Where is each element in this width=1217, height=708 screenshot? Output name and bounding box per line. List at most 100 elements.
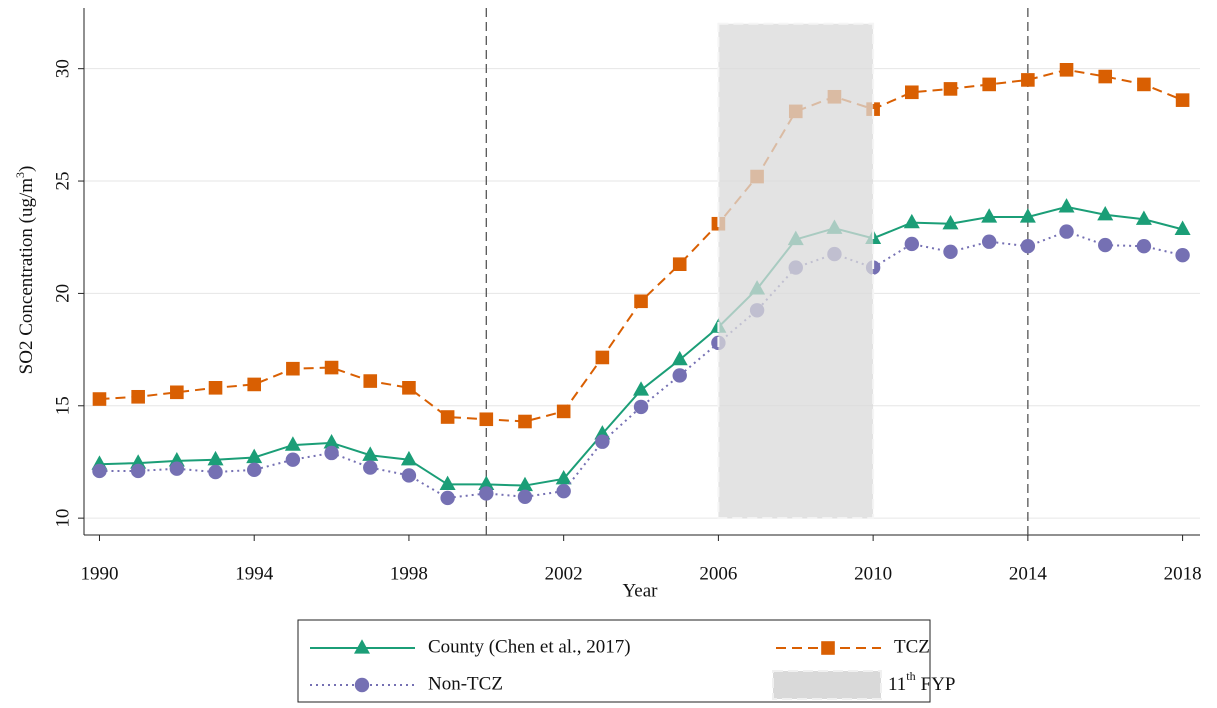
marker bbox=[363, 374, 378, 388]
marker bbox=[439, 475, 456, 491]
x-tick-label: 2002 bbox=[545, 563, 583, 584]
x-tick-label: 1994 bbox=[235, 563, 274, 584]
x-tick-label: 2014 bbox=[1009, 563, 1048, 584]
marker bbox=[1058, 198, 1075, 213]
marker bbox=[904, 236, 920, 252]
y-tick-label: 25 bbox=[52, 172, 73, 191]
marker bbox=[401, 468, 417, 483]
y-axis-label-sup: 3 bbox=[13, 172, 27, 178]
legend-label-number: 11 bbox=[888, 674, 906, 695]
marker bbox=[1021, 73, 1035, 87]
marker bbox=[517, 489, 533, 504]
y-tick-label: 10 bbox=[52, 509, 73, 528]
marker bbox=[208, 464, 223, 480]
marker bbox=[92, 463, 107, 479]
marker bbox=[981, 208, 998, 223]
legend-label: Non-TCZ bbox=[428, 673, 503, 694]
x-tick-label: 2006 bbox=[699, 563, 737, 584]
marker bbox=[633, 381, 650, 396]
x-tick-label: 2018 bbox=[1164, 563, 1202, 584]
marker bbox=[286, 361, 300, 376]
legend-label: County (Chen et al., 2017) bbox=[428, 636, 631, 657]
marker bbox=[440, 410, 455, 424]
series-line bbox=[99, 230, 1183, 499]
y-tick-label: 20 bbox=[52, 284, 73, 303]
marker bbox=[131, 389, 145, 404]
x-tick-label: 2010 bbox=[854, 563, 892, 584]
marker bbox=[207, 450, 224, 466]
marker bbox=[1059, 63, 1074, 77]
marker bbox=[479, 486, 494, 501]
legend-label: TCZ bbox=[894, 636, 930, 657]
marker bbox=[169, 461, 185, 476]
x-axis-label: Year bbox=[622, 580, 658, 601]
marker bbox=[672, 257, 687, 271]
marker bbox=[556, 404, 571, 419]
marker bbox=[479, 412, 494, 427]
series-line bbox=[99, 205, 1183, 487]
marker bbox=[92, 392, 107, 406]
marker bbox=[634, 294, 648, 309]
marker bbox=[1137, 77, 1151, 92]
marker bbox=[633, 399, 649, 415]
marker bbox=[1135, 210, 1152, 225]
marker bbox=[556, 483, 571, 499]
y-tick-label: 15 bbox=[52, 396, 73, 415]
marker bbox=[324, 360, 339, 375]
marker bbox=[905, 85, 919, 100]
marker bbox=[518, 414, 532, 429]
marker bbox=[400, 450, 417, 466]
x-tick-label: 1998 bbox=[390, 563, 428, 584]
marker bbox=[1098, 237, 1113, 253]
marker bbox=[1059, 224, 1074, 239]
marker bbox=[363, 460, 378, 475]
marker bbox=[821, 641, 835, 655]
marker bbox=[285, 452, 301, 467]
marker bbox=[440, 490, 455, 506]
marker bbox=[1175, 93, 1190, 107]
marker bbox=[982, 77, 996, 92]
marker bbox=[247, 377, 262, 392]
marker bbox=[1019, 208, 1036, 223]
x-tick-label: 1990 bbox=[80, 563, 118, 584]
marker bbox=[362, 446, 379, 461]
y-tick-label: 30 bbox=[52, 59, 73, 78]
marker bbox=[402, 380, 416, 395]
shaded-region bbox=[717, 22, 875, 520]
marker bbox=[942, 214, 959, 230]
marker bbox=[354, 639, 370, 654]
marker bbox=[323, 434, 340, 449]
marker bbox=[943, 244, 958, 260]
marker bbox=[595, 350, 610, 365]
marker bbox=[354, 677, 370, 693]
y-axis-label-end: ) bbox=[16, 166, 37, 172]
legend-label-sup: th bbox=[906, 669, 915, 683]
marker bbox=[1136, 239, 1152, 254]
marker bbox=[555, 470, 572, 485]
marker bbox=[130, 463, 146, 479]
marker bbox=[1097, 205, 1114, 221]
marker bbox=[1174, 220, 1191, 235]
marker bbox=[1020, 239, 1036, 254]
marker bbox=[671, 350, 688, 366]
marker bbox=[981, 234, 997, 249]
marker bbox=[595, 434, 610, 449]
legend-label: 11th FYP bbox=[888, 669, 956, 696]
marker bbox=[516, 476, 533, 492]
marker bbox=[1098, 69, 1113, 84]
marker bbox=[208, 380, 223, 395]
marker bbox=[324, 445, 339, 461]
marker bbox=[247, 462, 262, 478]
legend-label-text: FYP bbox=[921, 674, 956, 695]
marker bbox=[170, 385, 184, 400]
y-axis-label: SO2 Concentration (ug/m3) bbox=[13, 166, 38, 375]
marker bbox=[943, 82, 958, 96]
marker bbox=[672, 368, 687, 383]
marker bbox=[903, 213, 920, 229]
marker bbox=[246, 448, 263, 464]
marker bbox=[478, 475, 495, 491]
marker bbox=[284, 436, 301, 451]
marker bbox=[1175, 248, 1190, 263]
